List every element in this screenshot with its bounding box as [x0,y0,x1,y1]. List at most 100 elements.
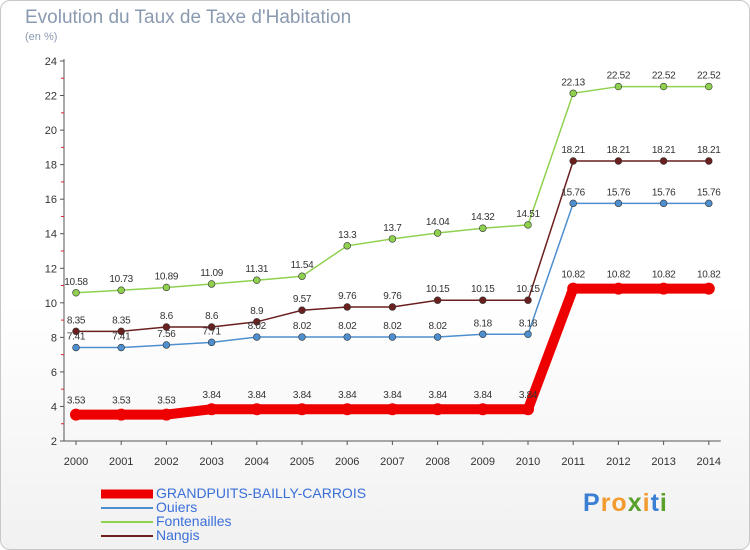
data-point-grandpuits-bailly-carrois [612,282,625,295]
data-label-fontenailles: 22.52 [697,71,721,82]
data-point-fontenailles [614,82,623,91]
data-label-nangis: 10.15 [516,284,540,295]
data-label-grandpuits-bailly-carrois: 3.53 [67,396,86,407]
data-label-grandpuits-bailly-carrois: 3.84 [248,390,267,401]
x-tick-label: 2012 [606,456,630,468]
data-point-fontenailles [433,229,442,237]
data-label-grandpuits-bailly-carrois: 10.82 [607,270,631,281]
legend-label: Nangis [156,527,200,543]
legend-label: Fontenailles [156,513,232,529]
data-label-fontenailles: 11.31 [245,264,269,275]
x-tick-label: 2008 [425,456,449,468]
data-point-nangis [207,323,216,331]
data-point-ouiers [388,333,397,341]
data-point-ouiers [162,341,171,349]
brand-letter: x [627,489,643,517]
y-tick-label: 2 [51,436,57,448]
data-label-ouiers: 15.76 [652,187,676,198]
data-point-nangis [72,327,80,336]
x-tick-label: 2001 [109,456,133,468]
data-point-fontenailles [569,89,577,98]
data-point-ouiers [207,338,216,347]
data-label-nangis: 9.57 [293,294,312,305]
data-label-nangis: 10.15 [426,284,450,295]
data-point-nangis [298,306,306,314]
data-label-grandpuits-bailly-carrois: 3.84 [428,390,447,401]
data-label-ouiers: 8.02 [248,321,267,332]
data-label-fontenailles: 11.54 [291,260,315,271]
data-point-ouiers [569,199,577,208]
data-label-nangis: 18.21 [697,145,721,156]
data-label-fontenailles: 14.04 [426,217,450,228]
legend-label: GRANDPUITS-BAILLY-CARROIS [156,485,367,501]
data-point-nangis [569,157,577,165]
data-point-grandpuits-bailly-carrois [386,403,399,416]
data-label-ouiers: 8.18 [474,318,493,329]
data-label-nangis: 8.9 [250,306,264,317]
data-label-nangis: 18.21 [607,145,631,156]
data-point-fontenailles [298,272,306,280]
data-point-fontenailles [343,242,351,250]
data-point-ouiers [72,343,80,352]
x-tick-label: 2004 [245,456,269,468]
y-tick-label: 18 [45,160,57,172]
data-label-ouiers: 7.71 [202,326,221,337]
y-tick-label: 12 [45,263,57,275]
data-point-grandpuits-bailly-carrois [476,403,489,416]
data-point-fontenailles [388,235,397,243]
data-label-fontenailles: 22.52 [607,71,631,82]
data-label-fontenailles: 14.32 [471,212,495,223]
chart-subtitle: (en %) [25,31,58,43]
data-point-nangis [162,323,171,331]
data-point-ouiers [298,333,306,341]
x-tick-label: 2003 [199,456,223,468]
brand-letter: i [642,489,651,517]
data-label-grandpuits-bailly-carrois: 3.84 [474,390,493,401]
data-label-nangis: 8.35 [112,315,131,326]
data-label-grandpuits-bailly-carrois: 3.84 [202,390,221,401]
y-tick-label: 10 [45,298,57,310]
data-point-grandpuits-bailly-carrois [160,408,173,421]
x-tick-label: 2006 [335,456,359,468]
data-label-ouiers: 8.02 [338,321,357,332]
data-point-grandpuits-bailly-carrois [522,403,534,416]
data-point-grandpuits-bailly-carrois [205,403,218,416]
data-label-ouiers: 15.76 [561,187,585,198]
data-label-ouiers: 7.41 [112,332,131,343]
data-point-ouiers [117,343,125,352]
brand-letter: P [583,489,601,517]
data-label-grandpuits-bailly-carrois: 10.82 [697,270,721,281]
data-point-ouiers [524,330,532,338]
data-point-nangis [524,296,532,304]
y-tick-label: 14 [45,229,57,241]
data-point-grandpuits-bailly-carrois [702,282,715,295]
data-point-nangis [479,296,487,304]
x-tick-label: 2000 [64,456,88,468]
legend-swatch [101,489,153,499]
data-point-nangis [659,157,668,165]
data-point-nangis [117,327,125,336]
data-label-ouiers: 15.76 [697,187,721,198]
data-point-grandpuits-bailly-carrois [341,403,354,416]
data-point-grandpuits-bailly-carrois [250,403,263,416]
data-label-grandpuits-bailly-carrois: 3.84 [293,390,312,401]
data-label-grandpuits-bailly-carrois: 3.84 [383,390,402,401]
data-label-ouiers: 8.18 [519,318,538,329]
x-tick-label: 2010 [516,456,540,468]
data-label-fontenailles: 22.13 [561,77,585,88]
data-label-nangis: 18.21 [652,145,676,156]
data-label-nangis: 9.76 [383,291,402,302]
data-label-fontenailles: 13.3 [338,230,357,241]
legend-swatch [101,521,153,523]
data-point-nangis [253,318,261,326]
data-label-ouiers: 15.76 [607,187,631,198]
data-label-grandpuits-bailly-carrois: 10.82 [652,270,676,281]
data-label-nangis: 18.21 [561,145,585,156]
x-tick-label: 2014 [697,456,721,468]
data-label-ouiers: 8.02 [383,321,402,332]
data-point-ouiers [479,330,487,338]
data-label-grandpuits-bailly-carrois: 3.53 [157,396,176,407]
data-point-nangis [433,296,442,304]
